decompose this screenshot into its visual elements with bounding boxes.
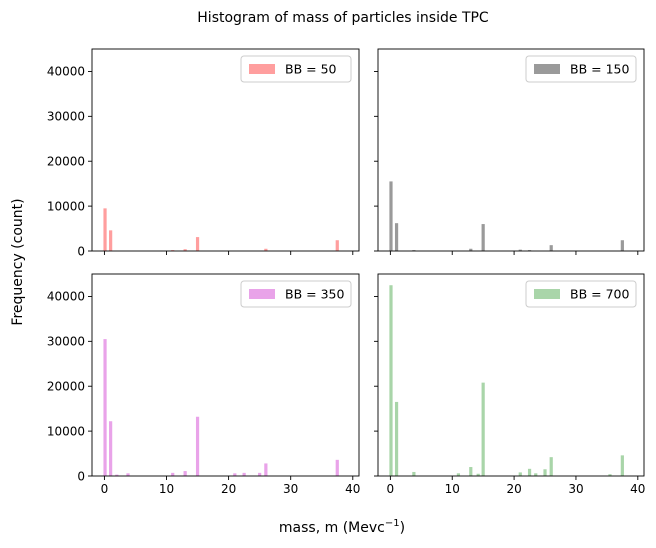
histogram-bar <box>171 472 175 476</box>
legend-box <box>525 280 637 308</box>
histogram-bar <box>543 469 547 476</box>
x-tick-label: 10 <box>159 482 174 496</box>
subplot-2: BB = 150 <box>374 48 645 255</box>
legend: BB = 350 <box>240 280 352 308</box>
y-tick-label: 10000 <box>47 199 85 213</box>
y-tick-label: 20000 <box>47 155 85 169</box>
histogram-bar <box>233 473 237 476</box>
x-axis-label: mass, m (Mevc−1) <box>279 518 405 536</box>
histogram-bar <box>258 472 262 476</box>
histogram-bar <box>534 473 538 476</box>
histogram-bar <box>335 240 339 251</box>
histogram-bar <box>103 208 107 251</box>
histogram-bar <box>183 249 187 251</box>
histogram-bar <box>183 471 187 476</box>
histogram-bar <box>527 468 532 476</box>
histogram-bar <box>456 473 461 476</box>
x-tick-label: 0 <box>101 482 109 496</box>
histogram-bar <box>394 401 399 476</box>
y-tick-label: 40000 <box>47 290 85 304</box>
y-tick-label: 0 <box>77 244 85 258</box>
x-tick-label: 30 <box>283 482 298 496</box>
histogram-bar <box>518 472 522 476</box>
y-tick-label: 10000 <box>47 424 85 438</box>
subplot-4: 0 10 20 30 40 BB = 700 <box>374 273 645 496</box>
legend-label: BB = 50 <box>285 62 337 77</box>
x-tick-label: 40 <box>345 482 360 496</box>
x-tick-label: 30 <box>568 482 583 496</box>
y-tick-label: 20000 <box>47 380 85 394</box>
histogram-bar <box>195 416 200 476</box>
histogram-bar <box>103 339 107 476</box>
histogram-bar <box>549 457 553 476</box>
axes-frame <box>377 273 645 477</box>
legend-box <box>240 280 352 308</box>
legend-swatch <box>534 289 560 299</box>
histogram-bar <box>335 459 339 476</box>
legend: BB = 50 <box>240 55 352 83</box>
legend: BB = 150 <box>525 55 637 83</box>
histogram-bar <box>264 248 268 251</box>
histogram-bar <box>126 473 130 476</box>
histogram-bar <box>620 240 624 251</box>
histogram-bar <box>242 472 246 476</box>
histogram-bar <box>109 230 113 251</box>
axes-frame <box>91 48 360 252</box>
histogram-bar <box>389 285 393 476</box>
x-tick-label: 0 <box>387 482 395 496</box>
histogram-bar <box>264 463 268 476</box>
y-axis-label: Frequency (count) <box>10 198 26 325</box>
histogram-bar <box>394 223 399 251</box>
histogram-bar <box>115 474 119 476</box>
histogram-bar <box>608 474 612 476</box>
histogram-bar <box>549 245 553 251</box>
x-tick-label: 10 <box>445 482 460 496</box>
x-tick-label: 40 <box>630 482 645 496</box>
legend-swatch <box>249 64 275 74</box>
y-tick-label: 30000 <box>47 335 85 349</box>
subplot-1: 0 10000 20000 30000 40000 BB = 50 <box>47 48 360 258</box>
subplot-3: 0 10000 20000 30000 40000 0 10 20 30 40 BB = 350 <box>47 273 360 496</box>
x-tick-label: 20 <box>221 482 236 496</box>
histogram-bar <box>412 471 416 476</box>
y-tick-label: 40000 <box>47 65 85 79</box>
figure-title: Histogram of mass of particles inside TP… <box>197 10 489 26</box>
legend-label: BB = 350 <box>285 287 344 302</box>
y-tick-label: 0 <box>77 469 85 483</box>
histogram-bar <box>481 382 485 476</box>
axes-frame <box>91 273 360 477</box>
histogram-bar <box>620 455 624 476</box>
legend-label: BB = 700 <box>570 287 629 302</box>
histogram-bar <box>469 467 473 476</box>
histogram-bar <box>476 473 480 476</box>
x-tick-label: 20 <box>506 482 521 496</box>
histogram-bar <box>195 237 200 251</box>
histogram-bar <box>518 249 522 251</box>
histogram-bar <box>109 421 113 476</box>
legend-label: BB = 150 <box>570 62 629 77</box>
histogram-bar <box>481 224 485 251</box>
histogram-bar <box>389 181 393 251</box>
legend-swatch <box>534 64 560 74</box>
histogram-bar <box>469 248 473 251</box>
legend-box <box>525 55 637 83</box>
legend-swatch <box>249 289 275 299</box>
axes-frame <box>377 48 645 252</box>
legend-box <box>240 55 352 83</box>
y-tick-label: 30000 <box>47 110 85 124</box>
legend: BB = 700 <box>525 280 637 308</box>
